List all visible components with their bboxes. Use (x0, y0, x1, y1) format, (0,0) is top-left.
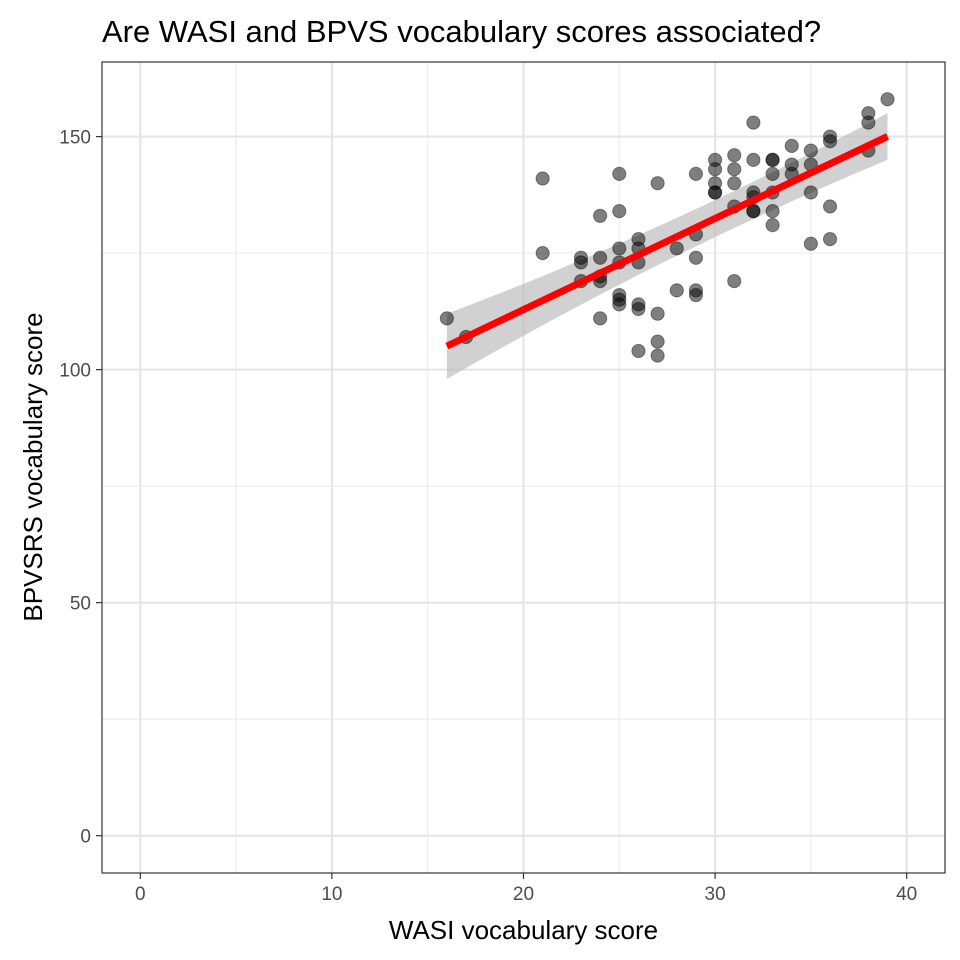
data-point (631, 301, 646, 317)
data-point (765, 152, 780, 167)
x-tick-label: 40 (896, 884, 917, 905)
data-point (593, 250, 608, 265)
data-point (573, 255, 589, 270)
data-point (822, 199, 838, 214)
x-tick-label: 10 (321, 884, 342, 905)
data-point (746, 115, 761, 130)
data-point (707, 185, 723, 200)
y-tick-label: 0 (80, 827, 91, 848)
data-point (784, 138, 799, 153)
data-point (669, 283, 684, 298)
data-point (803, 143, 818, 158)
data-point (688, 250, 704, 265)
data-point (727, 162, 742, 177)
data-point (707, 162, 723, 177)
data-point (765, 204, 780, 219)
data-point (861, 115, 876, 130)
x-tick-label: 20 (513, 884, 534, 905)
data-point (803, 185, 818, 200)
x-tick-label: 30 (705, 884, 726, 905)
x-tick-label: 0 (135, 884, 146, 905)
data-point (669, 241, 684, 256)
confidence-band (446, 113, 888, 379)
data-point (727, 148, 742, 163)
confidence-band-layer (446, 113, 888, 379)
data-point (650, 306, 665, 321)
data-point (612, 166, 627, 181)
x-axis-label: WASI vocabulary score (389, 915, 658, 945)
data-point (746, 204, 761, 219)
data-point (535, 245, 550, 261)
data-point (535, 171, 550, 186)
regression-line-layer (445, 133, 890, 350)
data-point (688, 166, 704, 181)
data-point (822, 232, 838, 247)
data-point (650, 176, 665, 191)
x-axis-ticks: 0 10 20 30 40 (135, 873, 917, 905)
data-point (612, 297, 627, 312)
data-point (650, 348, 665, 363)
data-point (631, 343, 646, 359)
data-point (803, 236, 818, 251)
data-point (593, 208, 608, 223)
data-point (765, 218, 780, 233)
data-point (593, 311, 608, 326)
y-tick-label: 100 (59, 361, 91, 382)
y-tick-label: 50 (70, 594, 91, 615)
data-point (650, 334, 665, 349)
data-point (612, 241, 627, 256)
data-point (727, 273, 742, 289)
y-axis-ticks: 0 50 100 150 (59, 128, 102, 848)
data-point (880, 92, 895, 107)
data-point (612, 204, 627, 219)
data-point (688, 287, 704, 303)
data-point (727, 176, 742, 191)
data-point (439, 311, 454, 326)
chart-title: Are WASI and BPVS vocabulary scores asso… (102, 14, 821, 49)
data-point (765, 166, 780, 181)
y-axis-label: BPVSRS vocabulary score (18, 312, 48, 621)
y-tick-label: 150 (59, 128, 91, 149)
regression-line (445, 133, 890, 350)
data-point (746, 152, 761, 167)
data-point (822, 134, 838, 149)
